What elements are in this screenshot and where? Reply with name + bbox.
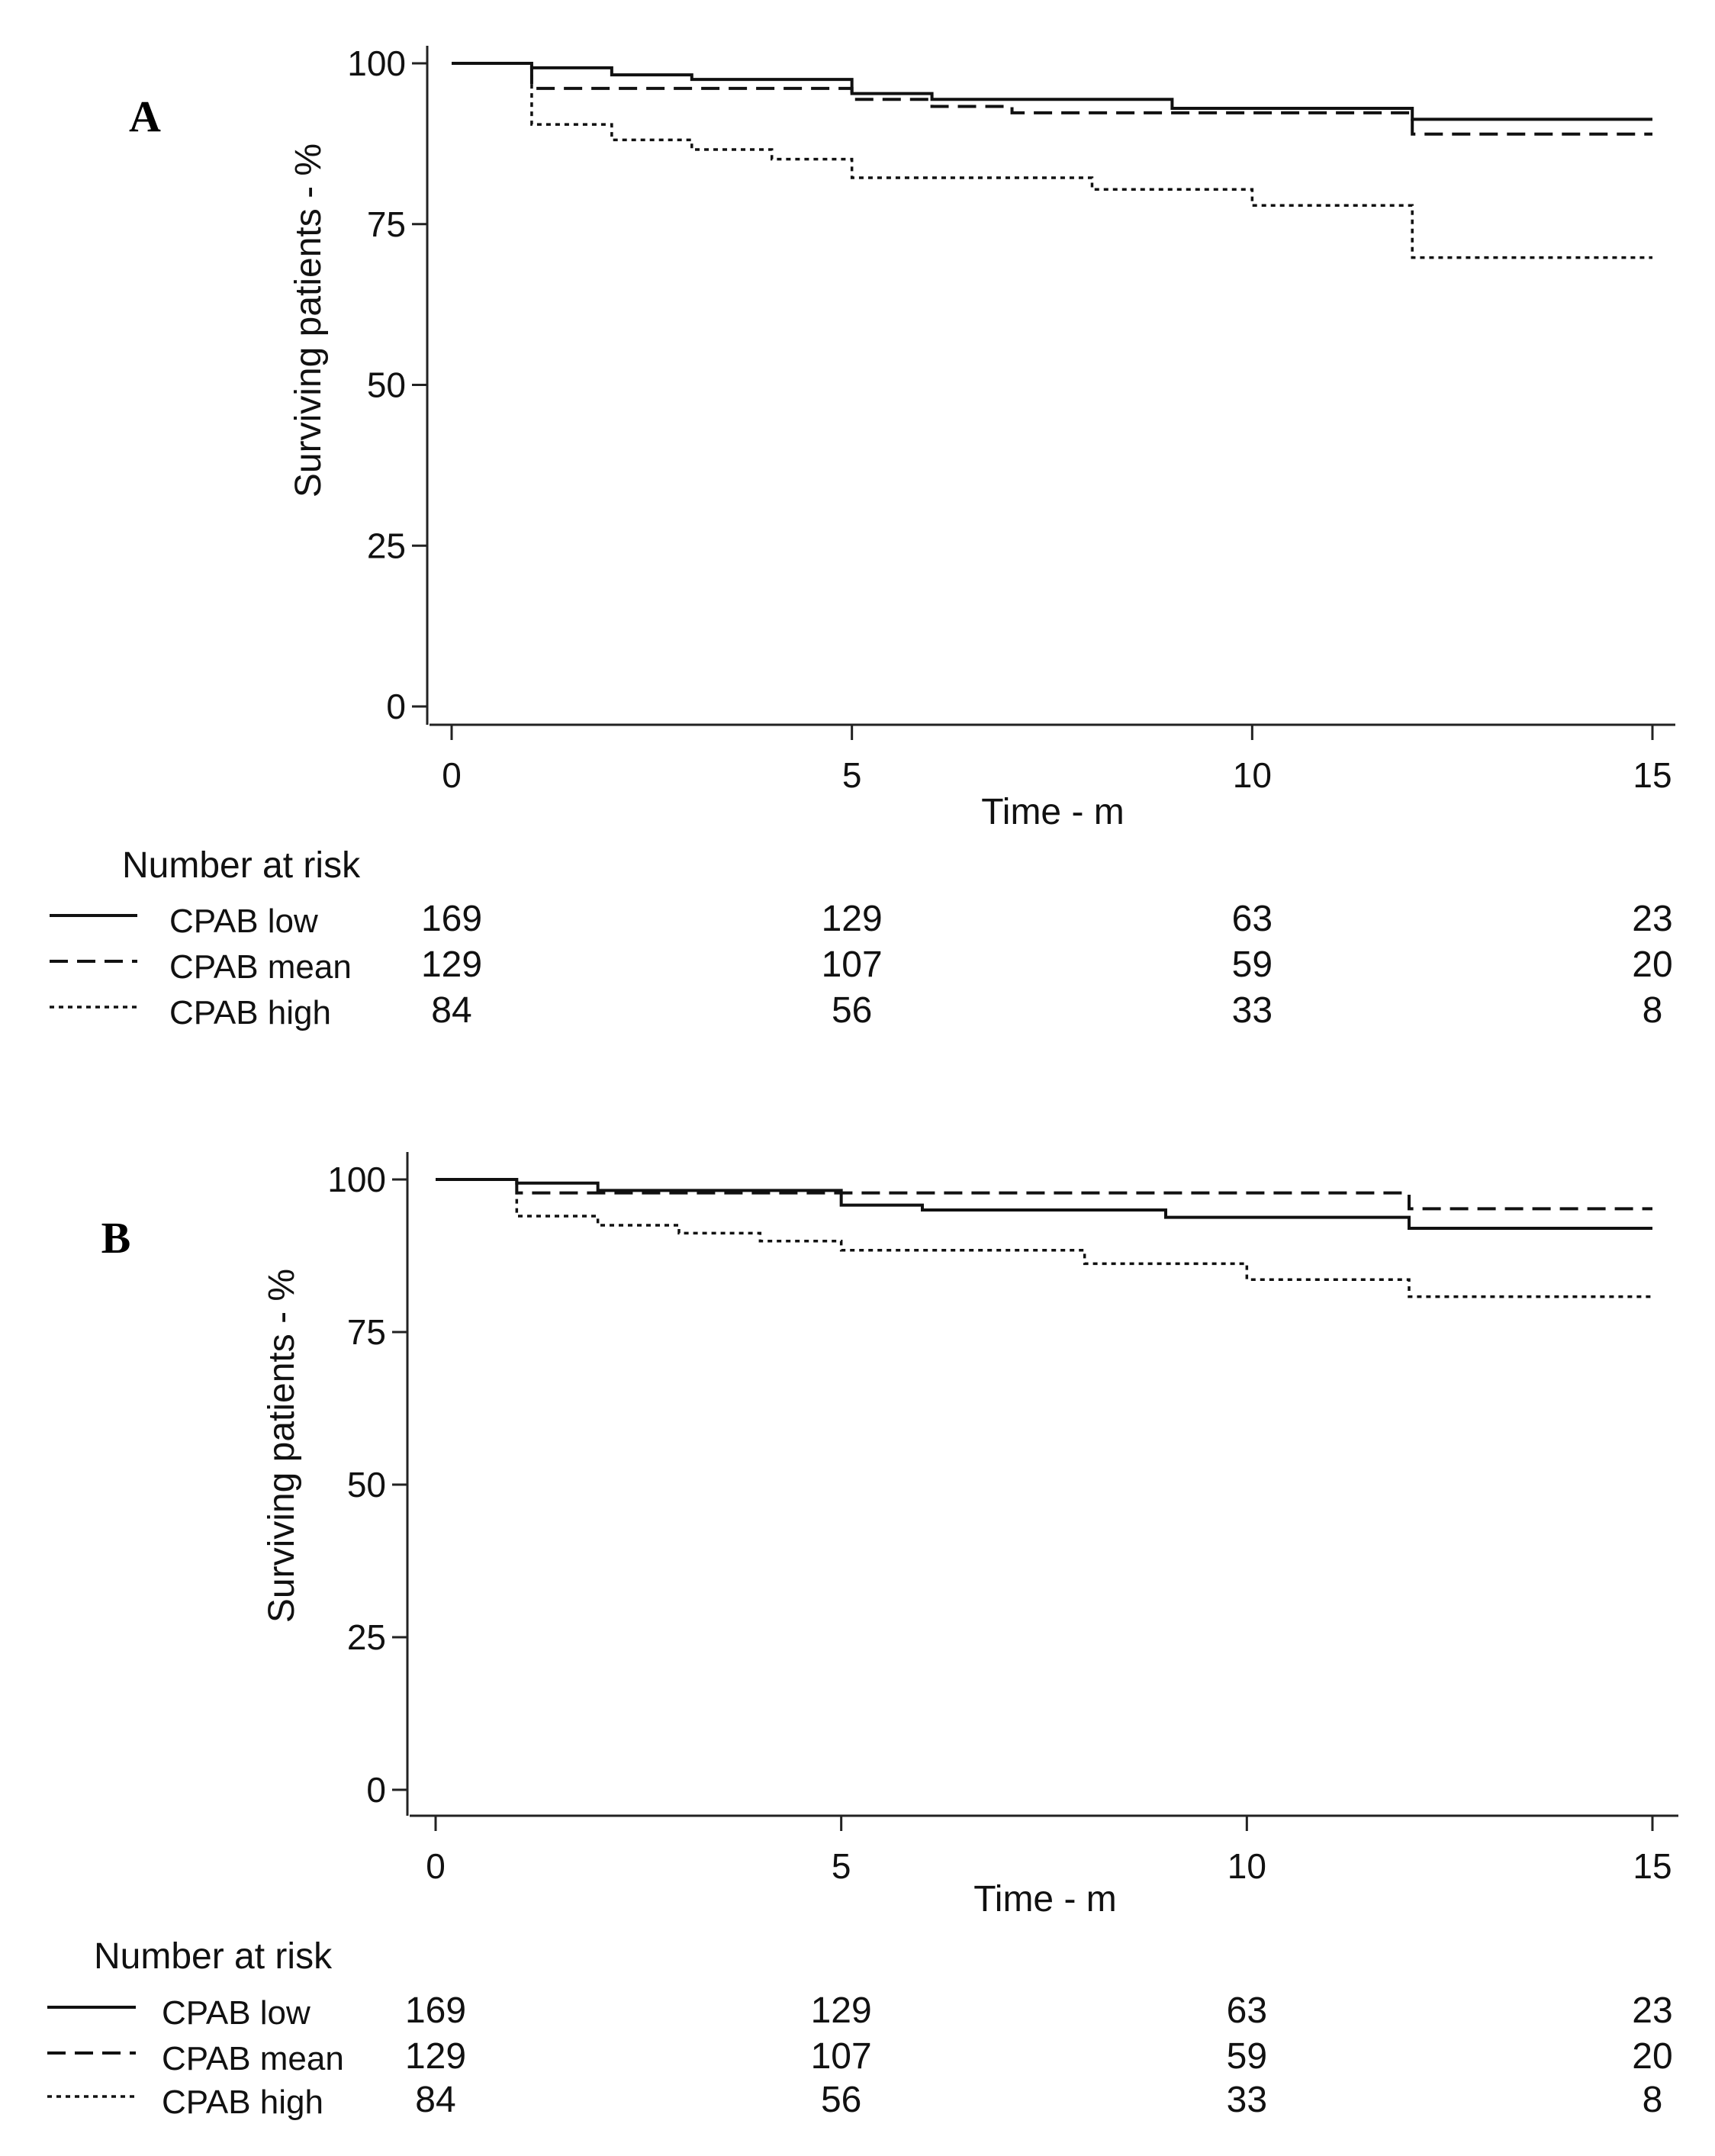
risk-count: 56 — [821, 2080, 861, 2120]
risk-count: 169 — [405, 1990, 466, 2031]
risk-count: 59 — [1227, 2036, 1267, 2077]
risk-row-name: CPAB mean — [162, 2040, 344, 2077]
series-line-cpab-high — [436, 1178, 1652, 1298]
risk-count: 8 — [1643, 2080, 1663, 2120]
risk-row-name: CPAB high — [162, 2084, 323, 2121]
y-tick-label: 75 — [347, 1312, 386, 1352]
risk-count: 20 — [1632, 2036, 1672, 2077]
y-axis-title: Surviving patients - % — [288, 143, 329, 497]
risk-count: 129 — [822, 899, 883, 939]
risk-count: 56 — [832, 990, 872, 1031]
risk-table-heading: Number at risk — [94, 1936, 333, 1977]
y-axis-title: Surviving patients - % — [262, 1269, 302, 1623]
risk-count: 33 — [1232, 990, 1273, 1031]
panel-label: B — [101, 1213, 131, 1263]
series-line-cpab-low — [436, 1178, 1652, 1230]
y-tick-label: 100 — [347, 43, 406, 83]
x-tick-label: 10 — [1233, 755, 1272, 795]
x-tick-label: 15 — [1633, 1846, 1672, 1886]
y-tick-label: 25 — [347, 1617, 386, 1657]
y-tick-label: 50 — [367, 365, 406, 405]
x-tick-label: 5 — [832, 1846, 851, 1886]
risk-count: 169 — [421, 899, 482, 939]
x-tick-label: 15 — [1633, 755, 1672, 795]
y-tick-label: 25 — [367, 526, 406, 565]
series-line-cpab-low — [452, 62, 1652, 121]
panel-b: B 0 25 50 75 100 0 5 10 15 Surviving patients - % T… — [47, 1152, 1678, 2121]
x-tick-label: 0 — [426, 1846, 446, 1886]
risk-row-name: CPAB low — [162, 1994, 311, 2032]
risk-count: 23 — [1632, 899, 1672, 939]
risk-count: 84 — [415, 2080, 455, 2120]
risk-row-name: CPAB high — [169, 994, 331, 1031]
risk-table: Number at risk CPAB low 169 129 63 23 CPAB mea… — [50, 845, 1673, 1031]
risk-count: 129 — [405, 2036, 466, 2077]
panel-label: A — [129, 92, 161, 141]
y-tick-label: 75 — [367, 204, 406, 244]
risk-row-name: CPAB low — [169, 903, 318, 940]
series-line-cpab-mean — [452, 62, 1652, 136]
risk-count: 129 — [421, 944, 482, 985]
series-line-cpab-mean — [436, 1178, 1652, 1211]
y-tick-label: 50 — [347, 1465, 386, 1504]
risk-count: 63 — [1227, 1990, 1267, 2031]
risk-count: 23 — [1632, 1990, 1672, 2031]
y-tick-label: 0 — [386, 687, 406, 726]
risk-table: Number at risk CPAB low 169 129 63 23 CPAB mea… — [47, 1936, 1673, 2121]
x-tick-label: 5 — [842, 755, 862, 795]
x-axis-title: Time - m — [973, 1879, 1117, 1919]
risk-count: 33 — [1227, 2080, 1267, 2120]
risk-count: 63 — [1232, 899, 1273, 939]
risk-count: 59 — [1232, 944, 1273, 985]
x-tick-label: 0 — [442, 755, 462, 795]
risk-count: 107 — [822, 944, 883, 985]
x-axis-title: Time - m — [981, 792, 1125, 832]
panel-a: A 0 25 50 75 100 0 5 10 15 Surviving patients - % T… — [50, 43, 1675, 1031]
y-tick-label: 100 — [327, 1160, 386, 1199]
risk-table-heading: Number at risk — [122, 845, 361, 886]
risk-count: 107 — [811, 2036, 872, 2077]
risk-row-name: CPAB mean — [169, 948, 352, 986]
risk-count: 20 — [1632, 944, 1672, 985]
risk-count: 8 — [1643, 990, 1663, 1031]
risk-count: 84 — [431, 990, 471, 1031]
y-tick-label: 0 — [366, 1770, 386, 1810]
x-tick-label: 10 — [1228, 1846, 1266, 1886]
risk-count: 129 — [811, 1990, 872, 2031]
